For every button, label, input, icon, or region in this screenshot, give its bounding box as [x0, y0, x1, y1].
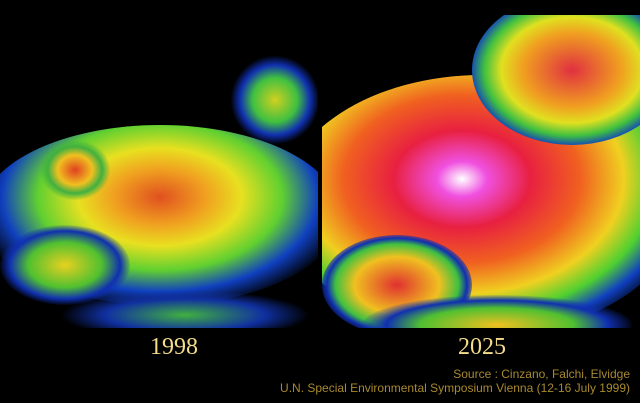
year-label-1998: 1998 — [150, 334, 198, 360]
source-event: U.N. Special Environmental Symposium Vie… — [280, 381, 630, 395]
year-label-2025: 2025 — [458, 334, 506, 360]
light-pollution-map-2025 — [322, 15, 640, 328]
light-pollution-map-1998 — [0, 15, 318, 328]
source-credit: Source : Cinzano, Falchi, Elvidge — [453, 367, 630, 381]
